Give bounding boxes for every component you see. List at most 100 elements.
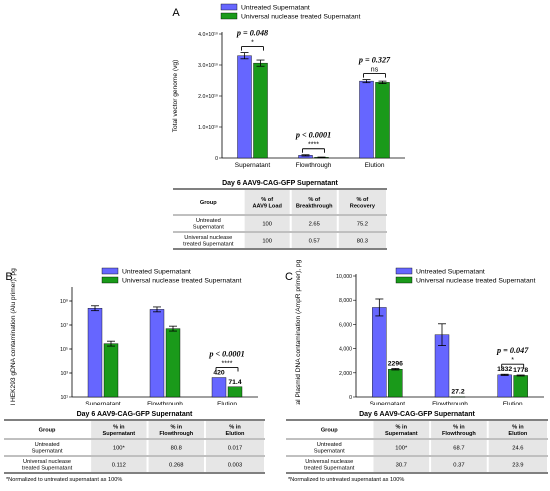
bar <box>211 377 227 398</box>
table-cell-text: 24.6 <box>512 446 523 452</box>
x-tick-label: Elution <box>365 162 385 169</box>
y-tick-label: 10⁷ <box>60 323 68 329</box>
table-cell-text: 100 <box>262 239 272 245</box>
y-axis-label: Total HEK293 gDNA contamination (Alu pri… <box>10 268 17 418</box>
bar <box>87 308 103 398</box>
legend-label: Universal nuclease treated Supernatant <box>416 278 536 285</box>
sig-stars: * <box>251 40 254 47</box>
x-tick-label: Supernatant <box>85 401 121 408</box>
x-tick-label: Supernatant <box>370 401 406 408</box>
data-label: 27.2 <box>451 389 464 396</box>
table-cell-bg <box>205 457 264 472</box>
y-tick-label: 4.0×10¹⁰ <box>198 32 218 38</box>
table-title: Day 6 AAV9-CAG-GFP Supernatant <box>77 411 193 418</box>
y-tick-label: 0 <box>349 395 352 401</box>
table-header-cell <box>244 190 290 214</box>
table-cell-text: 100 <box>262 222 272 228</box>
table-cell-text: 75.2 <box>357 222 368 228</box>
table-cell-text: Universal nuclease <box>23 459 71 465</box>
table-cell-text: Untreated <box>196 218 221 224</box>
table-cell-bg <box>148 440 204 455</box>
bar <box>513 375 528 398</box>
table-cell-bg <box>338 216 386 231</box>
table-header-cell <box>205 421 264 438</box>
table-header-cell <box>338 190 386 214</box>
table-header-cell <box>291 190 337 214</box>
table-header-text: Flowthrough <box>442 431 476 437</box>
y-tick-label: 10⁵ <box>60 347 68 353</box>
table-header-text: Group <box>39 428 56 434</box>
table-cell-text: Untreated <box>317 442 342 448</box>
legend-swatch <box>101 276 119 284</box>
data-label: 1778 <box>513 367 528 374</box>
table-header-text: Recovery <box>350 203 376 209</box>
table-header-text: % in <box>171 424 183 430</box>
table-header-cell <box>488 421 547 438</box>
y-tick-label: 3.0×10¹⁰ <box>198 63 218 69</box>
y-tick-label: 10³ <box>61 371 69 377</box>
table-cell-bg <box>91 457 147 472</box>
panel-label: A <box>172 7 180 19</box>
x-tick-label: Elution <box>503 401 523 408</box>
table-cell-bg <box>244 216 290 231</box>
table-cell-text: Untreated <box>35 442 60 448</box>
bar <box>497 374 512 398</box>
y-tick-label: 8,000 <box>339 298 352 304</box>
table-cell-bg <box>431 457 487 472</box>
x-tick-label: Flowthrough <box>147 401 183 408</box>
table-header-text: % of <box>261 197 273 203</box>
table-cell-text: 2.65 <box>309 222 320 228</box>
table-cell-bg <box>373 457 430 472</box>
data-label: 2296 <box>388 360 403 367</box>
p-value-label: p < 0.0001 <box>208 350 244 359</box>
table-header-text: % in <box>396 424 408 430</box>
table-cell-text: treated Supernatant <box>183 242 234 248</box>
table-header-text: % in <box>453 424 465 430</box>
table-header-text: Group <box>200 200 217 206</box>
y-tick-label: 10,000 <box>336 274 352 280</box>
table-title-bg <box>4 405 265 420</box>
table-cell-text: 80.8 <box>171 446 182 452</box>
table-header-cell <box>431 421 487 438</box>
legend-label: Untreated Supernatant <box>122 269 191 276</box>
data-label: 1832 <box>497 366 512 373</box>
table-cell-text: 100* <box>395 446 408 452</box>
sig-stars: ns <box>371 67 379 74</box>
table-cell-text: 0.268 <box>169 463 184 469</box>
x-tick-label: Flowthrough <box>432 401 468 408</box>
legend-label: Untreated Supernatant <box>416 269 485 276</box>
table-header-text: Flowthrough <box>159 431 193 437</box>
panel-label: C <box>285 271 293 283</box>
y-axis-label: Total vector genome (vg) <box>172 60 179 133</box>
table-cell-text: 0.112 <box>112 463 126 469</box>
p-value-label: p = 0.048 <box>236 29 268 38</box>
table-header-text: Elution <box>226 431 246 437</box>
table-cell-bg <box>431 440 487 455</box>
sig-stars: * <box>511 357 514 364</box>
p-value-label: p = 0.327 <box>358 56 391 65</box>
table-header-text: AAV9 Load <box>252 203 282 209</box>
bar <box>227 386 243 398</box>
legend-label: Universal nuclease treated Supernatant <box>241 14 361 21</box>
y-tick-label: 2,000 <box>339 371 352 377</box>
y-axis-label: Total Plasmid DNA contamination (AmpR pr… <box>295 259 302 413</box>
table-title: Day 6 AAV9-CAG-GFP Supernatant <box>359 411 475 418</box>
table-cell-text: 23.9 <box>512 463 523 469</box>
table-cell-bg <box>488 440 547 455</box>
legend-swatch <box>395 267 413 275</box>
data-label: 420 <box>213 370 225 377</box>
panel-label: B <box>5 271 12 283</box>
table-cell-text: 0.57 <box>309 239 320 245</box>
y-tick-label: 4,000 <box>339 347 352 353</box>
table-cell-bg <box>148 457 204 472</box>
legend-label: Universal nuclease treated Supernatant <box>122 278 242 285</box>
legend-swatch <box>395 276 413 284</box>
table-footnote: *Normalized to untreated supernatant as … <box>288 477 404 483</box>
table-header-text: % in <box>512 424 524 430</box>
sig-stars: **** <box>308 142 319 149</box>
table-cell-bg <box>291 216 337 231</box>
table-cell-bg <box>205 440 264 455</box>
table-cell-text: Universal nuclease <box>305 459 353 465</box>
bar <box>372 307 387 398</box>
